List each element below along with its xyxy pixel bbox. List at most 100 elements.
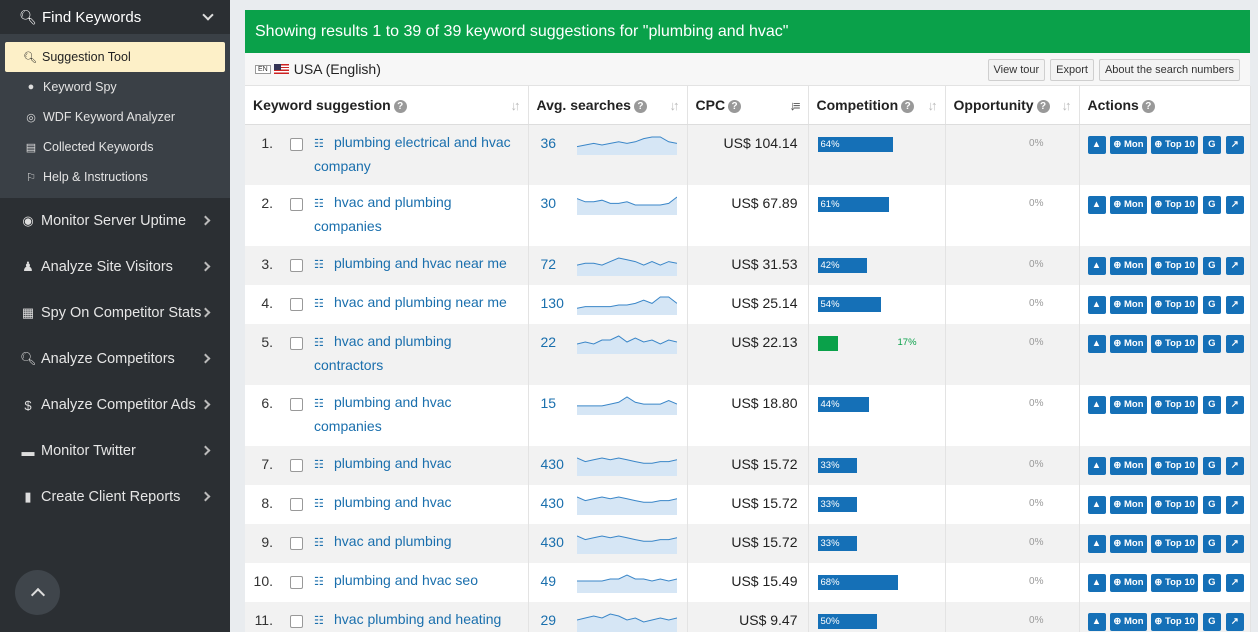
trend-button[interactable]: ↗ [1225,335,1244,353]
sitemap-icon[interactable]: ☷ [314,298,324,310]
top10-button[interactable]: ⊕ Top 10 [1151,296,1198,314]
google-button[interactable]: G [1202,296,1221,314]
help-icon[interactable]: ? [728,99,742,113]
google-button[interactable]: G [1202,496,1221,514]
chart-action-button[interactable]: ▲ [1087,335,1106,353]
trend-button[interactable]: ↗ [1225,574,1244,592]
help-icon[interactable]: ? [1141,99,1155,113]
google-button[interactable]: G [1202,135,1221,154]
row-checkbox[interactable] [290,337,303,350]
trend-button[interactable]: ↗ [1225,457,1244,475]
sort-icon[interactable]: ↓↑ [1061,98,1072,113]
monitor-button[interactable]: ⊕ Mon [1110,135,1147,154]
top10-button[interactable]: ⊕ Top 10 [1151,457,1198,475]
sidebar-item-suggestion-tool[interactable]: 🔍︎ Suggestion Tool [5,42,225,72]
row-checkbox[interactable] [290,398,303,411]
view-tour-button[interactable]: View tour [987,59,1046,81]
trend-button[interactable]: ↗ [1225,535,1244,553]
sitemap-icon[interactable]: ☷ [314,576,324,588]
chart-action-button[interactable]: ▲ [1087,257,1106,275]
avg-searches-value[interactable]: 430 [540,534,564,550]
trend-button[interactable]: ↗ [1225,613,1244,631]
top10-button[interactable]: ⊕ Top 10 [1151,135,1198,154]
nav-create-client-reports[interactable]: ▮ Create Client Reports [0,474,230,520]
google-button[interactable]: G [1202,535,1221,553]
sidebar-item-collected-keywords[interactable]: ▤ Collected Keywords [0,132,230,162]
nav-find-keywords[interactable]: 🔍︎ Find Keywords [0,0,230,34]
monitor-button[interactable]: ⊕ Mon [1110,196,1147,214]
avg-searches-value[interactable]: 36 [540,134,557,151]
monitor-button[interactable]: ⊕ Mon [1110,574,1147,592]
google-button[interactable]: G [1202,196,1221,214]
trend-button[interactable]: ↗ [1225,396,1244,414]
row-checkbox[interactable] [290,198,303,211]
monitor-button[interactable]: ⊕ Mon [1110,613,1147,631]
monitor-button[interactable]: ⊕ Mon [1110,335,1147,353]
top10-button[interactable]: ⊕ Top 10 [1151,196,1198,214]
top10-button[interactable]: ⊕ Top 10 [1151,257,1198,275]
keyword-link[interactable]: hvac and plumbing contractors [314,333,452,373]
row-checkbox[interactable] [290,537,303,550]
sitemap-icon[interactable]: ☷ [314,615,324,627]
top10-button[interactable]: ⊕ Top 10 [1151,535,1198,553]
avg-searches-value[interactable]: 30 [540,195,557,211]
chart-action-button[interactable]: ▲ [1087,135,1106,154]
nav-analyze-competitor-ads[interactable]: $ Analyze Competitor Ads [0,382,230,428]
keyword-link[interactable]: plumbing and hvac near me [334,255,507,271]
google-button[interactable]: G [1202,574,1221,592]
avg-searches-value[interactable]: 22 [540,334,557,350]
locale-selector[interactable]: USA (English) [293,61,381,77]
col-cpc[interactable]: CPC? ↓≡ [687,86,809,125]
nav-analyze-competitors[interactable]: 🔍︎ Analyze Competitors [0,336,230,382]
nav-analyze-site-visitors[interactable]: ♟ Analyze Site Visitors [0,244,230,290]
sort-icon[interactable]: ↓↑ [927,98,938,113]
row-checkbox[interactable] [290,615,303,628]
trend-button[interactable]: ↗ [1225,257,1244,275]
avg-searches-value[interactable]: 29 [540,612,557,628]
chart-action-button[interactable]: ▲ [1087,613,1106,631]
google-button[interactable]: G [1202,335,1221,353]
keyword-link[interactable]: hvac and plumbing near me [334,294,507,310]
chart-action-button[interactable]: ▲ [1087,574,1106,592]
help-icon[interactable]: ? [901,99,915,113]
chart-action-button[interactable]: ▲ [1087,496,1106,514]
monitor-button[interactable]: ⊕ Mon [1110,257,1147,275]
avg-searches-value[interactable]: 130 [540,295,564,311]
sitemap-icon[interactable]: ☷ [314,498,324,510]
top10-button[interactable]: ⊕ Top 10 [1151,335,1198,353]
sort-desc-icon[interactable]: ↓≡ [789,98,800,113]
nav-spy-on-competitor-stats[interactable]: ▦ Spy On Competitor Stats [0,290,230,336]
monitor-button[interactable]: ⊕ Mon [1110,296,1147,314]
export-button[interactable]: Export [1050,59,1094,81]
keyword-link[interactable]: plumbing and hvac companies [314,394,452,434]
keyword-link[interactable]: hvac plumbing and heating [334,611,502,627]
sitemap-icon[interactable]: ☷ [314,259,324,271]
google-button[interactable]: G [1202,613,1221,631]
keyword-link[interactable]: plumbing and hvac [334,455,452,471]
chart-action-button[interactable]: ▲ [1087,296,1106,314]
sitemap-icon[interactable]: ☷ [314,537,324,549]
monitor-button[interactable]: ⊕ Mon [1110,535,1147,553]
avg-searches-value[interactable]: 430 [540,456,564,472]
sitemap-icon[interactable]: ☷ [314,337,324,349]
sitemap-icon[interactable]: ☷ [314,137,324,150]
top10-button[interactable]: ⊕ Top 10 [1151,496,1198,514]
col-competition[interactable]: Competition? ↓↑ [808,86,946,125]
sitemap-icon[interactable]: ☷ [314,459,324,471]
top10-button[interactable]: ⊕ Top 10 [1151,574,1198,592]
help-icon[interactable]: ? [1036,99,1050,113]
sidebar-item-keyword-spy[interactable]: ● Keyword Spy [0,72,230,102]
trend-button[interactable]: ↗ [1225,196,1244,214]
sort-icon[interactable]: ↓↑ [669,98,680,113]
avg-searches-value[interactable]: 49 [540,573,557,589]
sidebar-item-wdf-keyword-analyzer[interactable]: ◎ WDF Keyword Analyzer [0,102,230,132]
row-checkbox[interactable] [290,259,303,272]
avg-searches-value[interactable]: 430 [540,495,564,511]
keyword-link[interactable]: hvac and plumbing companies [314,194,452,234]
row-checkbox[interactable] [290,137,303,151]
monitor-button[interactable]: ⊕ Mon [1110,457,1147,475]
help-icon[interactable]: ? [393,99,407,113]
trend-button[interactable]: ↗ [1225,496,1244,514]
google-button[interactable]: G [1202,396,1221,414]
monitor-button[interactable]: ⊕ Mon [1110,496,1147,514]
